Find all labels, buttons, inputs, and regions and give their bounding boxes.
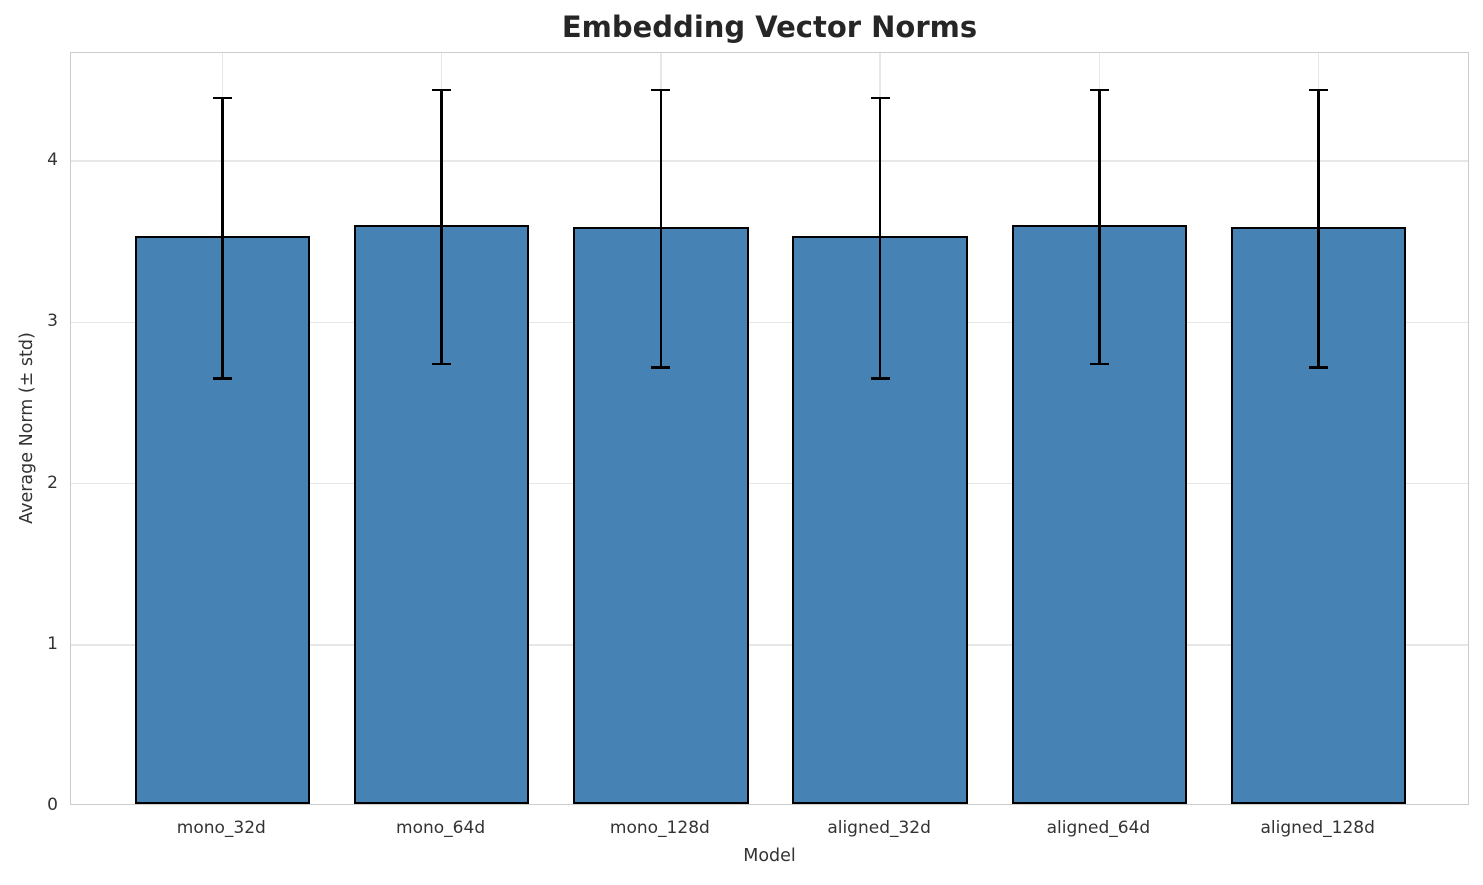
y-tick-label: 1 — [47, 633, 58, 654]
x-axis-label: Model — [743, 846, 796, 866]
error-bar-aligned_32d — [878, 98, 882, 379]
x-tick-label-mono_32d: mono_32d — [176, 818, 266, 838]
y-gridline — [71, 482, 1468, 485]
error-cap-top-aligned_128d — [1309, 88, 1329, 92]
y-gridline — [71, 160, 1468, 162]
bar-aligned_128d — [1230, 226, 1407, 804]
error-cap-bottom-mono_128d — [651, 366, 671, 369]
error-bar-aligned_128d — [1317, 90, 1320, 368]
error-cap-top-mono_32d — [212, 96, 232, 100]
y-gridline — [71, 321, 1468, 324]
x-tick-label-aligned_128d: aligned_128d — [1260, 818, 1375, 838]
error-cap-bottom-mono_64d — [432, 362, 452, 366]
error-bar-mono_64d — [440, 90, 443, 365]
y-axis-label: Average Norm (± std) — [17, 332, 37, 524]
error-cap-bottom-aligned_128d — [1309, 366, 1329, 369]
error-cap-bottom-mono_32d — [212, 377, 232, 380]
error-cap-top-aligned_32d — [870, 96, 890, 100]
y-tick-label: 4 — [47, 150, 58, 171]
y-gridline — [71, 644, 1468, 646]
error-cap-bottom-aligned_64d — [1089, 362, 1109, 366]
error-cap-bottom-aligned_32d — [870, 377, 890, 380]
x-tick-label-aligned_64d: aligned_64d — [1046, 818, 1151, 838]
x-tick-label-aligned_32d: aligned_32d — [827, 818, 931, 838]
error-cap-top-mono_64d — [432, 88, 452, 92]
plot-area — [70, 52, 1469, 805]
chart-title: Embedding Vector Norms — [561, 10, 978, 44]
error-cap-top-mono_128d — [651, 88, 671, 92]
error-bar-aligned_64d — [1098, 90, 1101, 365]
error-bar-mono_32d — [221, 98, 224, 379]
y-tick-label: 2 — [47, 472, 58, 493]
y-tick-label: 3 — [47, 311, 58, 332]
x-tick-label-mono_64d: mono_64d — [396, 818, 486, 838]
x-tick-label-mono_128d: mono_128d — [609, 818, 710, 838]
y-tick-label: 0 — [47, 795, 58, 815]
error-cap-top-aligned_64d — [1089, 88, 1109, 92]
error-bar-mono_128d — [659, 90, 663, 368]
